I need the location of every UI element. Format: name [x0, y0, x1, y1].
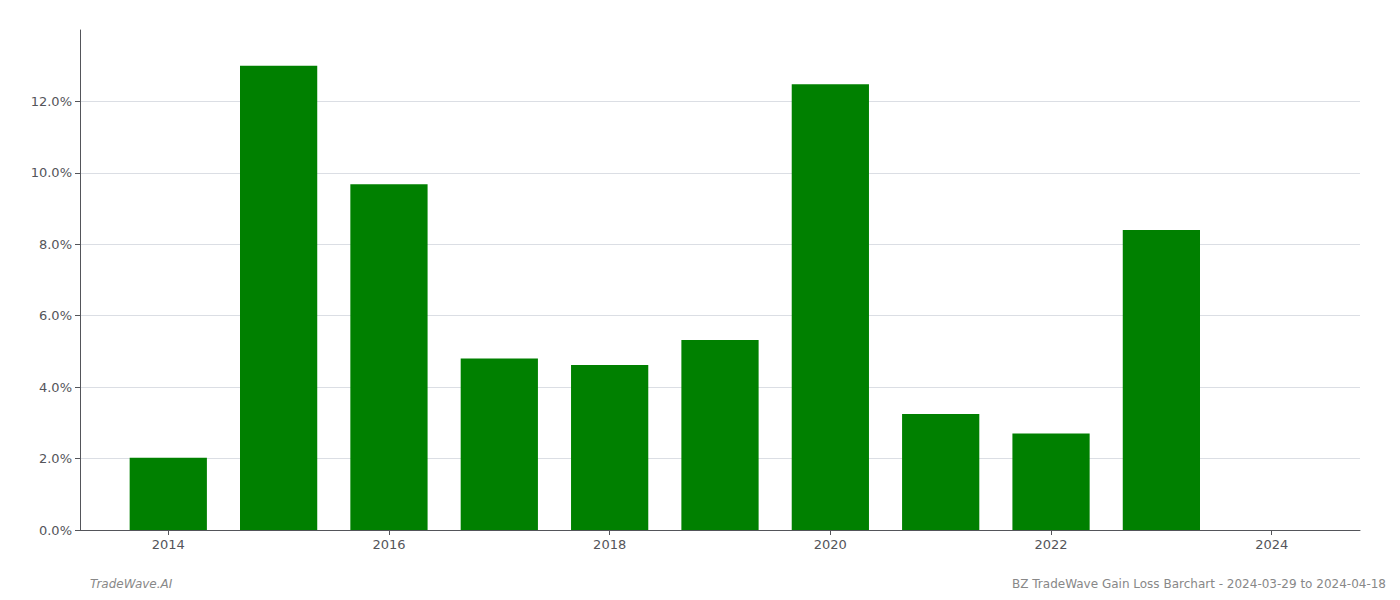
svg-text:2024: 2024: [1255, 537, 1288, 552]
svg-text:2.0%: 2.0%: [39, 451, 72, 466]
svg-text:4.0%: 4.0%: [39, 380, 72, 395]
svg-text:2016: 2016: [372, 537, 405, 552]
svg-text:2018: 2018: [593, 537, 626, 552]
svg-text:6.0%: 6.0%: [39, 308, 72, 323]
svg-text:TradeWave.AI: TradeWave.AI: [90, 577, 173, 591]
svg-text:2022: 2022: [1034, 537, 1067, 552]
svg-text:12.0%: 12.0%: [31, 94, 72, 109]
svg-text:8.0%: 8.0%: [39, 237, 72, 252]
svg-text:10.0%: 10.0%: [31, 165, 72, 180]
svg-text:2014: 2014: [152, 537, 185, 552]
svg-text:0.0%: 0.0%: [39, 523, 72, 538]
svg-text:2020: 2020: [814, 537, 847, 552]
svg-text:BZ TradeWave Gain Loss Barchar: BZ TradeWave Gain Loss Barchart - 2024-0…: [1012, 577, 1386, 591]
